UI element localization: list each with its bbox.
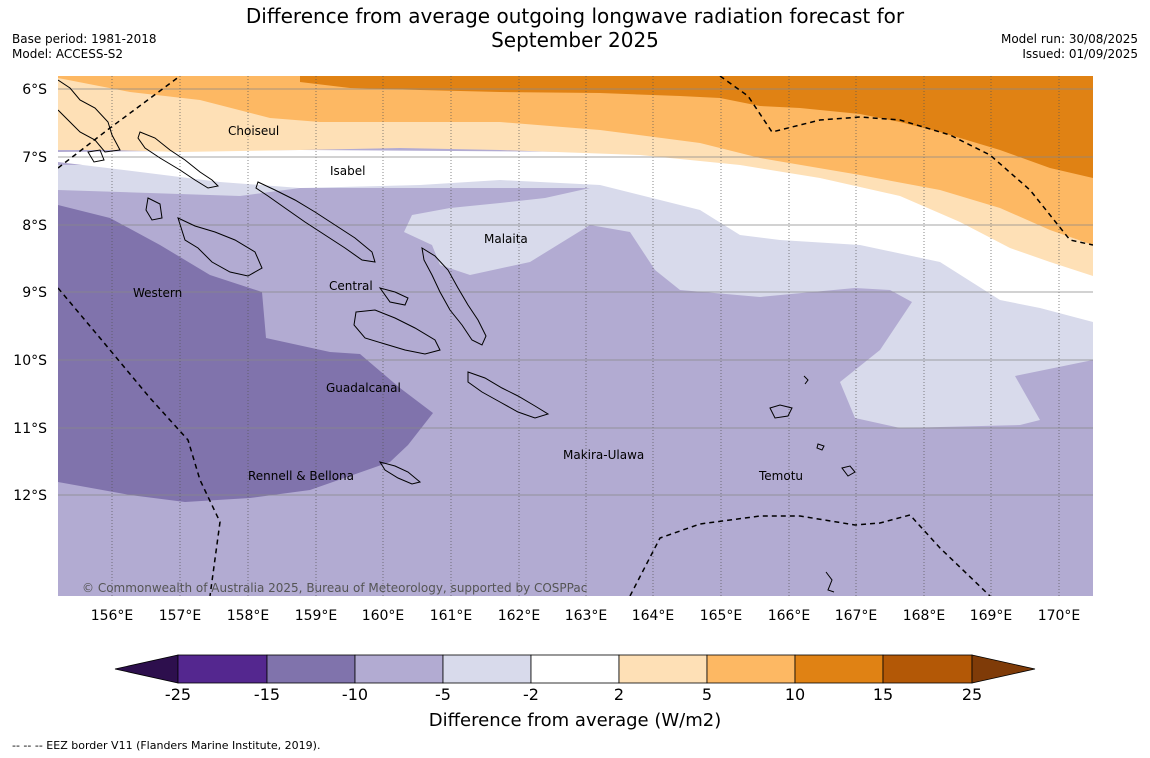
colorbar-segment bbox=[266, 654, 356, 684]
new-georgia-outline bbox=[177, 217, 263, 277]
lon-label: 169°E bbox=[970, 608, 1013, 624]
colorbar-tick: -25 bbox=[165, 685, 191, 704]
bougainville-outline bbox=[58, 79, 121, 153]
region-label: Central bbox=[329, 279, 373, 293]
lat-label: 12°S bbox=[13, 488, 47, 504]
reef-islands-outline bbox=[803, 375, 809, 385]
colorbar-tick: -15 bbox=[254, 685, 280, 704]
colorbar-ticks: -25 -15 -10 -5 -2 2 5 10 15 25 bbox=[165, 685, 982, 704]
anomaly-field: Choiseul Isabel Malaita Western Central … bbox=[58, 76, 1093, 596]
parallel-lines bbox=[58, 88, 1093, 496]
region-label: Rennell & Bellona bbox=[248, 469, 354, 483]
lat-label: 6°S bbox=[22, 82, 47, 98]
malaita-outline bbox=[421, 246, 487, 346]
eez-footnote: -- -- -- EEZ border V11 (Flanders Marine… bbox=[12, 739, 321, 752]
colorbar-segment bbox=[794, 654, 884, 684]
lon-label: 157°E bbox=[159, 608, 202, 624]
base-period: Base period: 1981-2018 bbox=[12, 32, 157, 46]
choiseul-outline bbox=[137, 131, 220, 189]
lon-label: 163°E bbox=[565, 608, 608, 624]
region-label: Guadalcanal bbox=[326, 381, 401, 395]
model-name: Model: ACCESS-S2 bbox=[12, 47, 124, 61]
lon-label: 167°E bbox=[835, 608, 878, 624]
colorbar-segment bbox=[706, 654, 796, 684]
colorbar-label: Difference from average (W/m2) bbox=[429, 710, 721, 731]
colorbar-tick: -5 bbox=[435, 685, 451, 704]
colorbar-segment bbox=[177, 654, 268, 684]
title-line-1: Difference from average outgoing longwav… bbox=[245, 4, 905, 28]
colorbar-tick: -10 bbox=[342, 685, 368, 704]
vanikoro-outline bbox=[841, 465, 856, 477]
longitude-labels: 156°E 157°E 158°E 159°E 160°E 161°E 162°… bbox=[91, 608, 1081, 624]
makira-outline bbox=[467, 371, 550, 419]
colorbar-tick: 5 bbox=[702, 685, 712, 704]
shortlands-outline bbox=[87, 149, 105, 163]
lon-label: 158°E bbox=[227, 608, 270, 624]
guadalcanal-outline bbox=[353, 309, 441, 355]
lon-label: 166°E bbox=[768, 608, 811, 624]
island-outlines bbox=[58, 79, 856, 593]
santa-cruz-outline bbox=[769, 404, 793, 419]
colorbar-low-arrow bbox=[114, 654, 179, 684]
lat-label: 9°S bbox=[22, 285, 47, 301]
issued-date: Issued: 01/09/2025 bbox=[1022, 47, 1138, 61]
colorbar-tick: 10 bbox=[785, 685, 805, 704]
colorbar: -25 -15 -10 -5 -2 2 5 10 15 25 Differenc… bbox=[114, 654, 1036, 731]
lon-label: 170°E bbox=[1038, 608, 1081, 624]
meta-left: Base period: 1981-2018 Model: ACCESS-S2 bbox=[12, 32, 157, 62]
colorbar-tick: 15 bbox=[873, 685, 893, 704]
colorbar-tick: 25 bbox=[962, 685, 982, 704]
copyright-text: © Commonwealth of Australia 2025, Bureau… bbox=[82, 581, 587, 595]
chart-title: Difference from average outgoing longwav… bbox=[0, 4, 1150, 52]
colorbar-segment bbox=[882, 654, 973, 684]
colorbar-segment bbox=[530, 654, 620, 684]
band-minus2-plus2 bbox=[58, 150, 1093, 322]
title-line-2: September 2025 bbox=[491, 28, 659, 52]
lat-label: 7°S bbox=[22, 150, 47, 166]
latitude-labels: 6°S 7°S 8°S 9°S 10°S 11°S 12°S bbox=[13, 82, 47, 504]
lat-label: 11°S bbox=[13, 421, 47, 437]
lon-label: 156°E bbox=[91, 608, 134, 624]
region-labels: Choiseul Isabel Malaita Western Central … bbox=[133, 124, 803, 483]
band-plus5-plus10 bbox=[58, 76, 1093, 245]
model-run: Model run: 30/08/2025 bbox=[1000, 32, 1138, 46]
vella-lavella-outline bbox=[145, 197, 163, 221]
region-label: Choiseul bbox=[228, 124, 279, 138]
isabel-outline bbox=[255, 181, 376, 263]
lon-label: 161°E bbox=[430, 608, 473, 624]
meta-right: Model run: 30/08/2025 Issued: 01/09/2025 bbox=[1001, 32, 1138, 62]
colorbar-segment bbox=[618, 654, 708, 684]
lon-label: 162°E bbox=[498, 608, 541, 624]
tikopia-outline bbox=[816, 443, 825, 451]
region-label: Malaita bbox=[484, 232, 528, 246]
region-label: Makira-Ulawa bbox=[563, 448, 644, 462]
band-plus10-plus15 bbox=[300, 76, 1093, 178]
colorbar-segment bbox=[354, 654, 444, 684]
lon-label: 168°E bbox=[903, 608, 946, 624]
lon-label: 164°E bbox=[632, 608, 675, 624]
lon-label: 160°E bbox=[362, 608, 405, 624]
lon-label: 165°E bbox=[700, 608, 743, 624]
lat-label: 10°S bbox=[13, 353, 47, 369]
region-label: Isabel bbox=[330, 164, 365, 178]
colorbar-tick: 2 bbox=[614, 685, 624, 704]
rennell-outline bbox=[378, 461, 422, 485]
colorbar-high-arrow bbox=[971, 654, 1036, 684]
lon-label: 159°E bbox=[295, 608, 338, 624]
lat-label: 8°S bbox=[22, 218, 47, 234]
colorbar-tick: -2 bbox=[523, 685, 539, 704]
colorbar-segment bbox=[442, 654, 532, 684]
anuta-outline bbox=[825, 571, 835, 593]
region-label: Western bbox=[133, 286, 182, 300]
florida-islands-outline bbox=[378, 287, 409, 306]
region-label: Temotu bbox=[758, 469, 803, 483]
